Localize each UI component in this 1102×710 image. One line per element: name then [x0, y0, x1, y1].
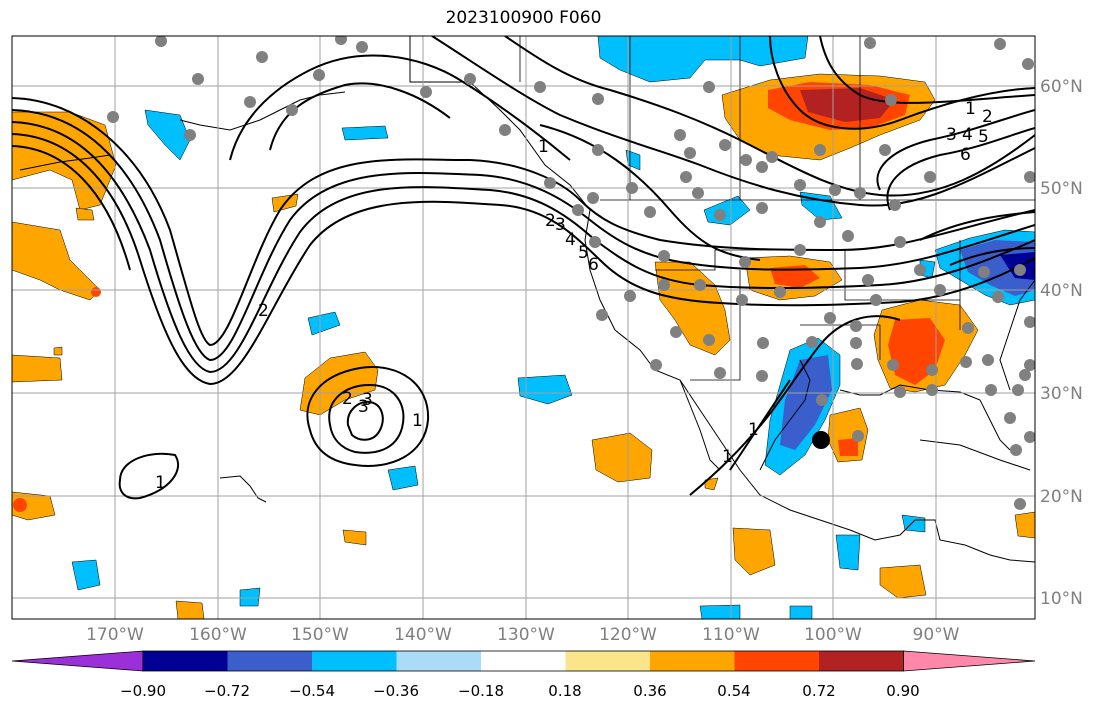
marker-point — [812, 431, 830, 449]
lon-label: 130°W — [497, 625, 555, 645]
lat-label: 30°N — [1040, 384, 1083, 404]
colorbar-tick-label: 0.90 — [886, 682, 919, 700]
lon-label: 120°W — [599, 625, 657, 645]
latitude-axis: 60°N 50°N 40°N 30°N 20°N 10°N — [1040, 77, 1083, 609]
coastlines — [19, 36, 1035, 563]
contour-label: 2 — [342, 389, 353, 409]
colorbar-tick-label: 0.18 — [548, 682, 581, 700]
lat-label: 40°N — [1040, 281, 1083, 301]
colorbar-segments — [11, 650, 1036, 672]
colorbar-frame — [142, 650, 904, 672]
lon-label: 140°W — [394, 625, 452, 645]
contour-label: 6 — [960, 145, 971, 165]
colorbar-tick-label: −0.90 — [120, 682, 166, 700]
colorbar-segment — [143, 651, 228, 671]
contour-label: 2 — [258, 301, 269, 321]
contour-lines — [12, 36, 1035, 500]
colorbar-tick-label: 0.36 — [633, 682, 666, 700]
contour-label: 1 — [412, 411, 423, 431]
lon-label: 90°W — [913, 625, 960, 645]
contour-label: 5 — [978, 127, 989, 147]
lon-label: 150°W — [291, 625, 349, 645]
contour-label: 1 — [538, 137, 549, 157]
colorbar: −0.90 −0.72 −0.54 −0.36 −0.18 0.18 0.36 … — [11, 650, 1036, 700]
contour-label: 3 — [362, 390, 373, 410]
colorbar-labels: −0.90 −0.72 −0.54 −0.36 −0.18 0.18 0.36 … — [120, 682, 920, 700]
colorbar-extend-low — [11, 650, 144, 672]
colorbar-segment — [227, 651, 313, 671]
colorbar-segment — [734, 651, 820, 671]
contour-label: 4 — [565, 230, 576, 250]
colorbar-tick-label: −0.18 — [458, 682, 504, 700]
lat-label: 10°N — [1040, 589, 1083, 609]
lon-label: 100°W — [804, 625, 862, 645]
contour-label: 5 — [578, 243, 589, 263]
colorbar-segment — [819, 651, 904, 671]
contour-label: 2 — [982, 107, 993, 127]
contour-label: 6 — [588, 255, 599, 275]
lat-label: 50°N — [1040, 179, 1083, 199]
contour-label: 3 — [555, 215, 566, 235]
lon-label: 110°W — [702, 625, 760, 645]
colorbar-segment — [650, 651, 735, 671]
colorbar-segment — [481, 651, 566, 671]
contour-label: 1 — [748, 420, 759, 440]
contour-label: 3 — [358, 397, 369, 417]
colorbar-tick-label: −0.72 — [204, 682, 250, 700]
longitude-axis: 170°W 160°W 150°W 140°W 130°W 120°W 110°… — [86, 625, 960, 645]
contour-label: 2 — [545, 211, 556, 231]
lat-label: 60°N — [1040, 77, 1083, 97]
map-title: 2023100900 F060 — [445, 8, 602, 28]
contour-label: 1 — [722, 447, 733, 467]
gridlines — [12, 36, 1035, 619]
map-area: 1 2 3 4 5 6 1 2 3 4 5 6 2 3 1 2 3 1 1 1 — [12, 36, 1035, 619]
colorbar-tick-label: 0.54 — [717, 682, 750, 700]
contour-label: 4 — [962, 125, 973, 145]
colorbar-segment — [565, 651, 651, 671]
station-dots — [107, 36, 1035, 510]
colorbar-segment — [312, 651, 397, 671]
contour-label: 1 — [155, 473, 166, 493]
contour-label-group: 1 2 3 4 5 6 1 2 3 4 5 6 2 3 1 2 3 1 1 1 — [155, 99, 993, 493]
lon-label: 160°W — [189, 625, 247, 645]
colorbar-tick-label: −0.36 — [373, 682, 419, 700]
lat-label: 20°N — [1040, 487, 1083, 507]
colorbar-extend-high — [903, 650, 1036, 672]
map-frame — [11, 35, 1036, 620]
lon-label: 170°W — [86, 625, 144, 645]
anomaly-shading — [12, 36, 1035, 619]
colorbar-tick-label: 0.72 — [802, 682, 835, 700]
colorbar-segment — [396, 651, 482, 671]
contour-label: 1 — [965, 99, 976, 119]
colorbar-tick-label: −0.54 — [289, 682, 335, 700]
contour-label: 3 — [946, 125, 957, 145]
